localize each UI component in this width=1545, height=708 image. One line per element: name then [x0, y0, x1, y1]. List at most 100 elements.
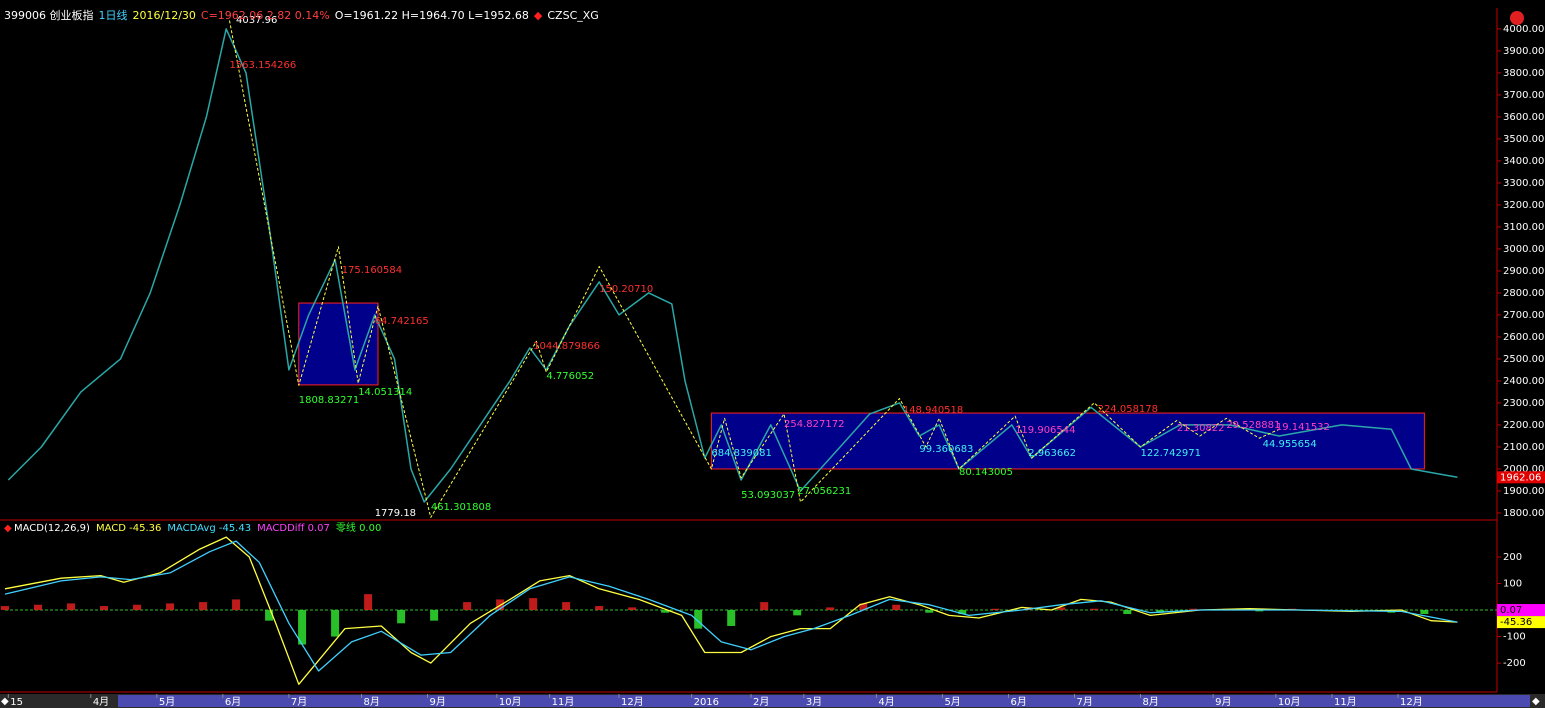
x-tick-label: 11月 [552, 696, 575, 708]
x-tick-label: 9月 [430, 696, 446, 708]
annotation: 53.093037 [741, 490, 795, 501]
macd-legend: MACD(12,26,9) MACD -45.36 MACDAvg -45.43 MA… [14, 521, 381, 534]
annotation: 461.301808 [431, 502, 491, 513]
x-tick-label: 7月 [1076, 696, 1092, 708]
histogram-bar [1156, 610, 1165, 613]
legend-entry: MACD -45.36 [96, 523, 161, 534]
y-tick-label: 2100.00 [1503, 442, 1544, 453]
histogram-bar [1189, 608, 1198, 611]
x-tick-label: 7月 [291, 696, 307, 708]
histogram-bar [1057, 607, 1066, 611]
histogram-bar [694, 610, 703, 629]
value-badge-label: -45.36 [1500, 617, 1532, 628]
histogram-bar [463, 602, 472, 611]
y-tick-label: 3700.00 [1503, 90, 1544, 101]
annotation: 175.160584 [342, 265, 402, 276]
histogram-bar [892, 604, 901, 611]
header-text: O=1961.22 H=1964.70 L=1952.68 [334, 9, 529, 22]
histogram-bar [793, 610, 802, 616]
histogram-bar [760, 602, 769, 611]
histogram-bar [100, 606, 109, 611]
value-badge-label: 0.07 [1500, 605, 1522, 616]
scroll-icon[interactable]: ◆ [1532, 696, 1540, 707]
scroll-icon[interactable]: ◆ [1, 696, 9, 707]
range-box [298, 302, 379, 386]
histogram-bar [298, 610, 307, 645]
legend-entry: MACD(12,26,9) [14, 523, 90, 534]
annotation: 148.940518 [903, 405, 963, 416]
series-line [7, 28, 1458, 503]
annotation: 19.141532 [1276, 422, 1330, 433]
annotation: 150.20710 [599, 284, 653, 295]
histogram-bar [925, 610, 934, 613]
annotation: 4.776052 [546, 371, 594, 382]
histogram-bar [265, 610, 274, 621]
x-tick-label: 11月 [1334, 696, 1357, 708]
annotation: 254.827172 [784, 419, 844, 430]
y-tick-label: 3600.00 [1503, 112, 1544, 123]
y-tick-label: 2400.00 [1503, 376, 1544, 387]
y-tick-label: 3100.00 [1503, 222, 1544, 233]
x-tick-label: 2016 [694, 697, 719, 708]
scroll-band[interactable] [118, 695, 1530, 707]
annotation: 122.742971 [1141, 448, 1201, 459]
histogram-bar [859, 603, 868, 611]
y-tick-label: -100 [1503, 632, 1526, 643]
x-tick-label: 4月 [93, 696, 109, 708]
legend-entry: 零线 0.00 [336, 521, 381, 534]
histogram-bar [1123, 610, 1132, 615]
annotation: 119.906544 [1015, 425, 1075, 436]
x-tick-label: 12月 [1400, 696, 1423, 708]
x-tick-label: 3月 [806, 696, 822, 708]
x-tick-label: 10月 [1278, 696, 1301, 708]
series-line [229, 20, 1280, 518]
histogram-bar [991, 608, 1000, 611]
y-tick-label: -200 [1503, 658, 1526, 669]
y-tick-label: 200 [1503, 552, 1522, 563]
histogram-bar [364, 594, 373, 611]
annotation: 1808.83271 [299, 395, 359, 406]
histogram-bar [661, 610, 670, 613]
header-text: 2016/12/30 [132, 9, 196, 22]
annotation: 80.143005 [959, 467, 1013, 478]
histogram-bar [133, 604, 142, 611]
x-tick-label: 6月 [225, 696, 241, 708]
y-tick-label: 2800.00 [1503, 288, 1544, 299]
x-tick-label: 12月 [621, 696, 644, 708]
value-badge [1497, 471, 1545, 484]
header-text: C=1962.06 2.82 0.14% [200, 9, 330, 22]
header-text: 399006 创业板指 [4, 9, 94, 22]
annotation: 2.963662 [1028, 448, 1076, 459]
annotation: 1779.18 [375, 508, 416, 519]
x-tick-label: 15 [10, 697, 23, 708]
histogram-bar [331, 610, 340, 637]
status-icon[interactable] [1510, 11, 1524, 25]
y-tick-label: 1800.00 [1503, 508, 1544, 519]
y-tick-label: 3900.00 [1503, 46, 1544, 57]
histogram-bar [232, 599, 241, 611]
annotation: 1563.154266 [229, 60, 296, 71]
y-tick-label: 3000.00 [1503, 244, 1544, 255]
histogram-bar [958, 610, 967, 615]
annotation: 44.955654 [1263, 439, 1317, 450]
annotation: 27.056231 [797, 486, 851, 497]
y-tick-label: 3200.00 [1503, 200, 1544, 211]
x-tick-label: 10月 [499, 696, 522, 708]
header-text: 1日线 [98, 9, 128, 22]
header: 399006 创业板指 1日线 2016/12/30 C=1962.06 2.82 0… [4, 7, 604, 23]
x-tick-label: 8月 [1143, 696, 1159, 708]
histogram-bar [1255, 610, 1264, 612]
x-tick-label: 5月 [944, 696, 960, 708]
y-tick-label: 2000.00 [1503, 464, 1544, 475]
x-tick-label: 4月 [878, 696, 894, 708]
histogram-bar [529, 598, 538, 611]
histogram-bar [826, 607, 835, 611]
series-line [4, 536, 1458, 685]
annotation: 21.30822 [1177, 423, 1225, 434]
value-badge [1497, 604, 1545, 617]
y-tick-label: 1900.00 [1503, 486, 1544, 497]
histogram-bar [595, 606, 604, 611]
annotation: 99.360683 [919, 444, 973, 455]
y-tick-label: 3300.00 [1503, 178, 1544, 189]
